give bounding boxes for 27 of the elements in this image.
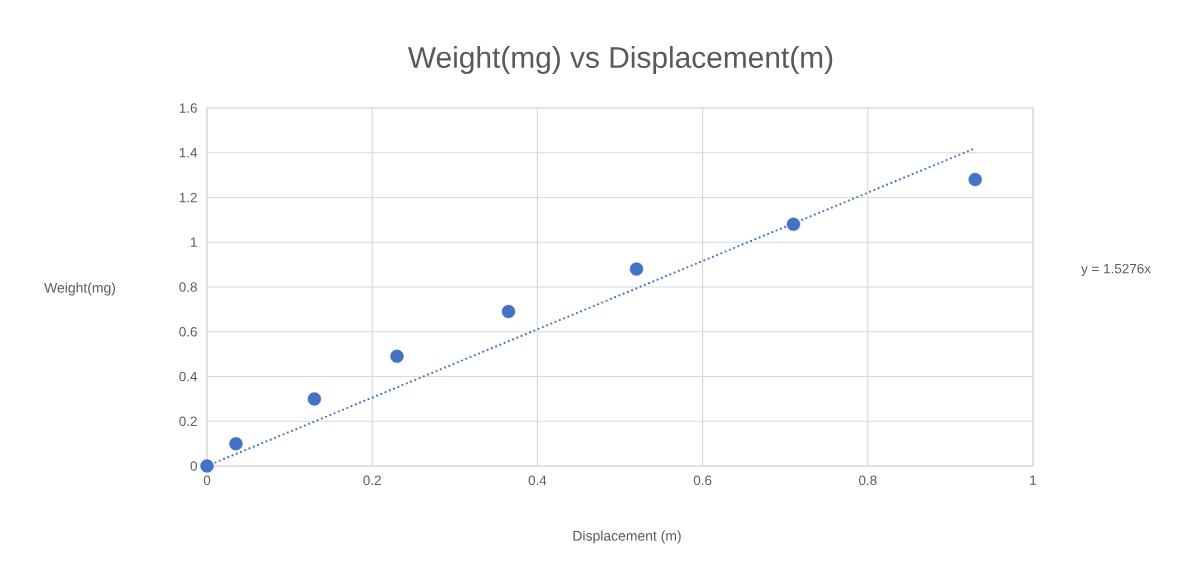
x-axis-title: Displacement (m) bbox=[573, 530, 681, 544]
x-tick-label: 0.2 bbox=[363, 475, 381, 486]
y-tick-label: 1 bbox=[191, 237, 197, 247]
y-tick-label: 0 bbox=[190, 461, 197, 471]
x-tick-label: 1 bbox=[1030, 475, 1037, 485]
point bbox=[786, 217, 801, 232]
y-tick-label: 0.2 bbox=[179, 416, 197, 426]
y-tick-label: 0.4 bbox=[179, 371, 198, 382]
y-tick-label: 1.4 bbox=[179, 148, 198, 158]
point bbox=[200, 459, 214, 473]
point bbox=[229, 436, 243, 451]
y-tick-label: 1.6 bbox=[179, 103, 197, 113]
point bbox=[390, 349, 404, 364]
y-tick-label: 0.8 bbox=[179, 282, 197, 292]
x-tick-label: 0.6 bbox=[693, 475, 712, 486]
x-tick-label: 0.8 bbox=[858, 475, 877, 486]
point bbox=[501, 304, 516, 319]
point bbox=[629, 262, 644, 276]
y-tick-label: 0.6 bbox=[179, 326, 197, 337]
text: y = 1.5276x bbox=[1081, 263, 1151, 277]
y-axis-title: Weight(mg) bbox=[44, 282, 116, 296]
y-tick-label: 1.2 bbox=[179, 192, 197, 203]
x-tick-label: 0 bbox=[203, 475, 211, 486]
chart-title: Weight(mg) vs Displacement(m) bbox=[408, 46, 833, 74]
x-tick-label: 0.4 bbox=[528, 475, 547, 486]
point bbox=[968, 172, 982, 187]
point bbox=[307, 392, 322, 406]
